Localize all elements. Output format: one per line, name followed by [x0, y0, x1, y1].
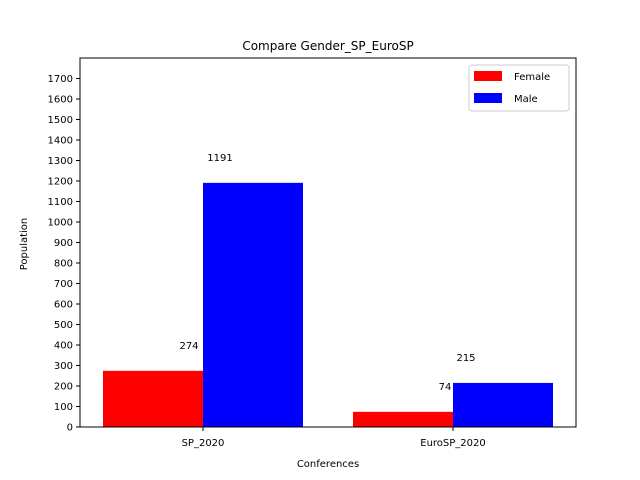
y-tick-label: 700 — [54, 279, 73, 290]
x-axis-ticks: SP_2020 EuroSP_2020 — [182, 427, 486, 449]
chart-title: Compare Gender_SP_EuroSP — [242, 39, 413, 53]
y-tick-label: 0 — [67, 423, 73, 434]
y-tick-label: 600 — [54, 300, 73, 311]
y-tick-label: 1100 — [48, 197, 73, 208]
bar-female-sp_2020 — [103, 370, 203, 427]
y-tick-label: 300 — [54, 361, 73, 372]
y-axis-ticks: 0 100 200 300 400 500 600 700 800 900 1000 1100 1200… — [48, 74, 80, 434]
y-tick-label: 1300 — [48, 156, 73, 167]
data-label-female-eurosp_2020: 74 — [439, 382, 452, 393]
data-labels-layer: 274 74 1191 215 — [179, 153, 475, 393]
data-label-male-sp_2020: 1191 — [207, 153, 232, 164]
bars-layer — [103, 182, 553, 427]
bar-female-eurosp_2020 — [353, 411, 453, 427]
y-tick-label: 1500 — [48, 115, 73, 126]
y-tick-label: 400 — [54, 341, 73, 352]
legend-swatch-female — [474, 71, 502, 81]
legend-label-male: Male — [514, 94, 538, 105]
y-tick-label: 1200 — [48, 177, 73, 188]
y-tick-label: 1700 — [48, 74, 73, 85]
legend-label-female: Female — [514, 72, 550, 83]
y-tick-label: 800 — [54, 259, 73, 270]
y-tick-label: 100 — [54, 402, 73, 413]
y-tick-label: 1000 — [48, 218, 73, 229]
bar-male-eurosp_2020 — [453, 382, 553, 427]
y-tick-label: 900 — [54, 238, 73, 249]
data-label-male-eurosp_2020: 215 — [456, 353, 475, 364]
x-tick-label: EuroSP_2020 — [420, 438, 486, 449]
data-label-female-sp_2020: 274 — [179, 341, 198, 352]
y-tick-label: 500 — [54, 320, 73, 331]
bar-male-sp_2020 — [203, 182, 303, 427]
x-axis-label: Conferences — [297, 459, 359, 470]
y-axis-label: Population — [19, 218, 30, 271]
legend-swatch-male — [474, 93, 502, 103]
y-tick-label: 1400 — [48, 136, 73, 147]
y-tick-label: 1600 — [48, 95, 73, 106]
x-tick-label: SP_2020 — [182, 438, 225, 449]
legend: Female Male — [468, 64, 570, 112]
y-tick-label: 200 — [54, 382, 73, 393]
